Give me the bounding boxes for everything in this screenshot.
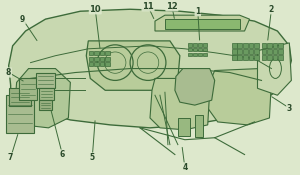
Text: 10: 10 — [89, 5, 101, 14]
Bar — [278, 43, 283, 48]
Text: 3: 3 — [287, 104, 292, 113]
Bar — [35, 72, 56, 88]
Bar — [88, 57, 93, 61]
Bar — [254, 43, 259, 48]
Bar — [105, 62, 110, 66]
Bar — [254, 49, 259, 54]
Bar — [178, 118, 190, 136]
Bar — [249, 55, 254, 60]
Bar — [188, 43, 192, 47]
Polygon shape — [9, 9, 291, 128]
Text: 4: 4 — [182, 163, 188, 172]
Bar — [273, 55, 278, 60]
Bar — [278, 49, 283, 54]
Bar — [232, 49, 237, 54]
Bar — [6, 95, 34, 133]
Polygon shape — [15, 69, 70, 128]
Bar — [105, 57, 110, 61]
Bar — [232, 43, 237, 48]
Bar — [267, 43, 272, 48]
Polygon shape — [257, 43, 291, 95]
Text: 1: 1 — [195, 7, 200, 16]
Text: 5: 5 — [90, 153, 95, 162]
Bar — [243, 49, 248, 54]
Bar — [198, 52, 202, 56]
Bar — [188, 52, 192, 56]
Polygon shape — [175, 69, 215, 105]
Bar — [198, 48, 202, 51]
Bar — [94, 51, 99, 55]
Bar — [88, 51, 93, 55]
Bar — [193, 43, 197, 47]
Bar — [238, 49, 242, 54]
Bar — [193, 52, 197, 56]
Text: 7: 7 — [8, 153, 13, 162]
Bar — [100, 57, 104, 61]
Bar — [267, 55, 272, 60]
Bar — [243, 55, 248, 60]
Bar — [243, 43, 248, 48]
Bar — [94, 57, 99, 61]
Text: 6: 6 — [60, 150, 65, 159]
Bar — [203, 48, 207, 51]
Bar — [38, 88, 54, 100]
Text: 11: 11 — [142, 2, 154, 11]
Bar — [232, 55, 237, 60]
Bar — [19, 78, 37, 100]
Polygon shape — [208, 69, 272, 125]
Bar — [105, 51, 110, 55]
Bar — [238, 55, 242, 60]
Bar — [273, 43, 278, 48]
Bar — [198, 43, 202, 47]
Bar — [273, 49, 278, 54]
Bar — [249, 49, 254, 54]
Bar — [262, 55, 266, 60]
Bar — [267, 49, 272, 54]
Polygon shape — [150, 78, 210, 130]
Bar — [188, 48, 192, 51]
Bar — [249, 43, 254, 48]
Bar — [193, 48, 197, 51]
Polygon shape — [165, 19, 240, 29]
Bar — [9, 88, 31, 106]
Bar — [38, 100, 52, 110]
Bar — [238, 43, 242, 48]
Polygon shape — [86, 41, 180, 90]
Text: 12: 12 — [166, 2, 178, 11]
Text: 2: 2 — [269, 5, 274, 14]
Bar — [100, 62, 104, 66]
Text: 8: 8 — [6, 68, 11, 77]
Bar — [100, 51, 104, 55]
Bar — [262, 43, 266, 48]
Text: 9: 9 — [20, 15, 25, 24]
Bar — [254, 55, 259, 60]
Bar — [88, 62, 93, 66]
Polygon shape — [155, 15, 250, 31]
Bar — [262, 49, 266, 54]
Bar — [203, 52, 207, 56]
Bar — [195, 115, 203, 137]
Bar — [94, 62, 99, 66]
Bar — [278, 55, 283, 60]
Bar — [203, 43, 207, 47]
